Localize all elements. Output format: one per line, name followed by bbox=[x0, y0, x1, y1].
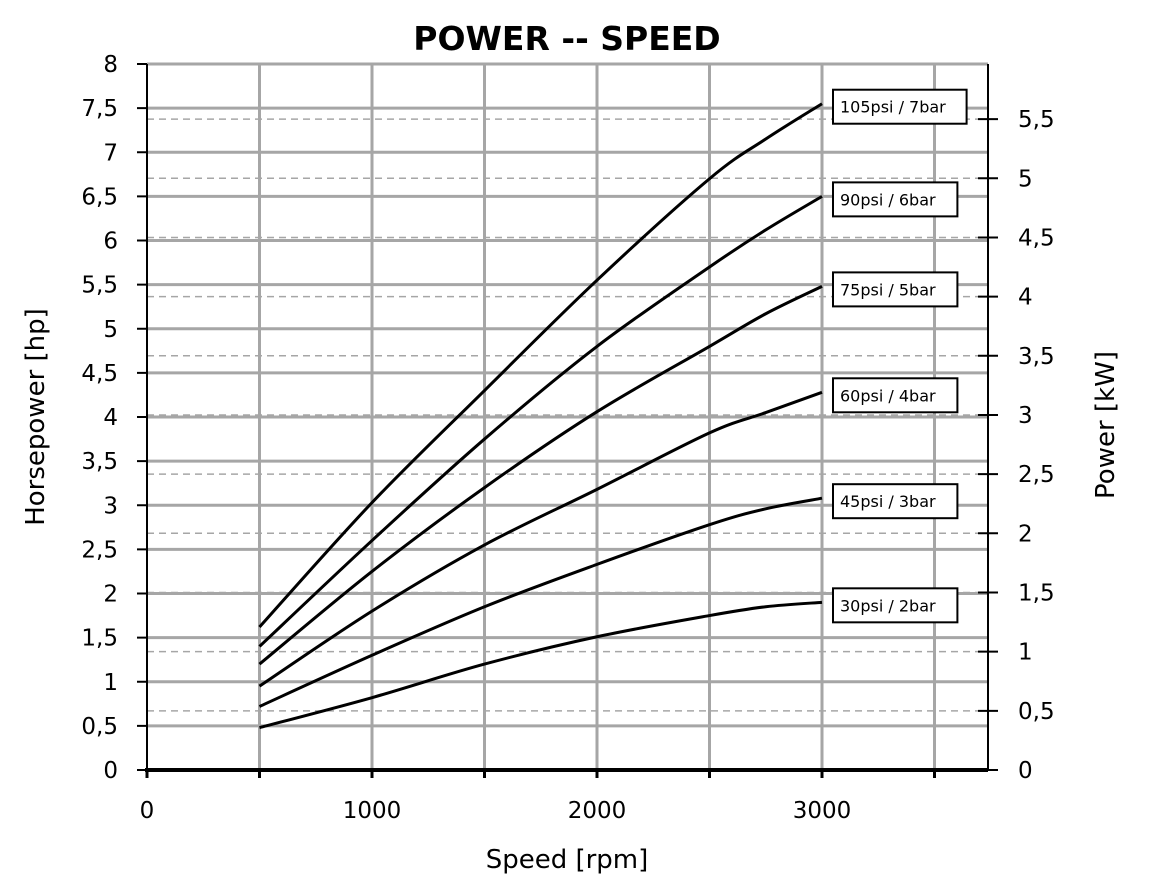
y2-axis-title: Power [kW] bbox=[1091, 351, 1121, 499]
series-label-text: 30psi / 2bar bbox=[840, 596, 936, 615]
series-label-border bbox=[832, 181, 959, 218]
y2-tick-label: 2 bbox=[1018, 521, 1033, 547]
y2-tick-label: 0 bbox=[1018, 758, 1033, 784]
y-tick-label: 3 bbox=[103, 493, 118, 519]
x-tick-label: 0 bbox=[140, 798, 155, 824]
y-tick-label: 0,5 bbox=[81, 714, 118, 740]
y-tick-label: 5 bbox=[103, 317, 118, 343]
series-label-text: 75psi / 5bar bbox=[840, 280, 936, 299]
y-tick-label: 7 bbox=[103, 140, 118, 166]
y-tick-label: 6 bbox=[103, 229, 118, 255]
y2-tick-label: 4 bbox=[1018, 285, 1033, 311]
data-series bbox=[258, 102, 823, 730]
series-label-box: 60psi / 4bar bbox=[832, 377, 959, 414]
y2-tick-label: 2,5 bbox=[1018, 462, 1055, 488]
series-label-border bbox=[832, 587, 959, 624]
y2-tick-label: 3 bbox=[1018, 403, 1033, 429]
series-label-text: 90psi / 6bar bbox=[840, 190, 936, 209]
series-label-text: 60psi / 4bar bbox=[840, 386, 936, 405]
x-axis-title: Speed [rpm] bbox=[486, 845, 649, 875]
y2-tick-label: 0,5 bbox=[1018, 699, 1055, 725]
y2-tick-label: 1,5 bbox=[1018, 580, 1055, 606]
series-label-box: 45psi / 3bar bbox=[832, 483, 959, 520]
series-label-box: 90psi / 6bar bbox=[832, 181, 959, 218]
y-tick-label: 2 bbox=[103, 582, 118, 608]
y-tick-label: 0 bbox=[103, 758, 118, 784]
series-line bbox=[259, 600, 823, 730]
x-tick-label: 1000 bbox=[343, 798, 402, 824]
series-line bbox=[258, 102, 823, 629]
y2-tick-label: 3,5 bbox=[1018, 344, 1055, 370]
axes: 0 0,5 1 1,5 2 2,5 3 3,5 4 4,5 5 5,5 6 6,5 7 7,5 8 0 0,5 1 1,… bbox=[81, 52, 1054, 824]
y-tick-label: 5,5 bbox=[81, 273, 118, 299]
x-tick-label: 2000 bbox=[568, 798, 627, 824]
series-line bbox=[258, 195, 823, 648]
y2-tick-label: 4,5 bbox=[1018, 225, 1055, 251]
y2-tick-label: 5,5 bbox=[1018, 107, 1055, 133]
series-label-border bbox=[832, 271, 959, 308]
y-axis-title: Horsepower [hp] bbox=[21, 308, 51, 526]
series-label-border bbox=[832, 377, 959, 414]
series-labels: 105psi / 7bar 90psi / 6bar 75psi / 5bar 60p… bbox=[832, 88, 968, 624]
y-tick-label: 8 bbox=[103, 52, 118, 78]
y-tick-label: 2,5 bbox=[81, 537, 118, 563]
y-tick-label: 3,5 bbox=[81, 449, 118, 475]
series-label-text: 45psi / 3bar bbox=[840, 492, 936, 511]
series-label-border bbox=[832, 483, 959, 520]
y-tick-label: 4,5 bbox=[81, 361, 118, 387]
y-tick-label: 1 bbox=[103, 670, 118, 696]
series-line bbox=[258, 390, 823, 688]
grid bbox=[147, 62, 988, 770]
series-label-box: 75psi / 5bar bbox=[832, 271, 959, 308]
series-label-border bbox=[832, 88, 968, 125]
series-line bbox=[258, 496, 823, 708]
chart-title: POWER -- SPEED bbox=[413, 19, 720, 58]
y-tick-label: 6,5 bbox=[81, 184, 118, 210]
y2-tick-label: 5 bbox=[1018, 166, 1033, 192]
series-line bbox=[258, 285, 823, 666]
series-label-box: 105psi / 7bar bbox=[832, 88, 968, 125]
series-label-text: 105psi / 7bar bbox=[840, 98, 946, 117]
y2-tick-label: 1 bbox=[1018, 640, 1033, 666]
series-label-box: 30psi / 2bar bbox=[832, 587, 959, 624]
y-tick-label: 7,5 bbox=[81, 96, 118, 122]
y-tick-label: 4 bbox=[103, 405, 118, 431]
x-tick-label: 3000 bbox=[793, 798, 852, 824]
y-tick-label: 1,5 bbox=[81, 626, 118, 652]
